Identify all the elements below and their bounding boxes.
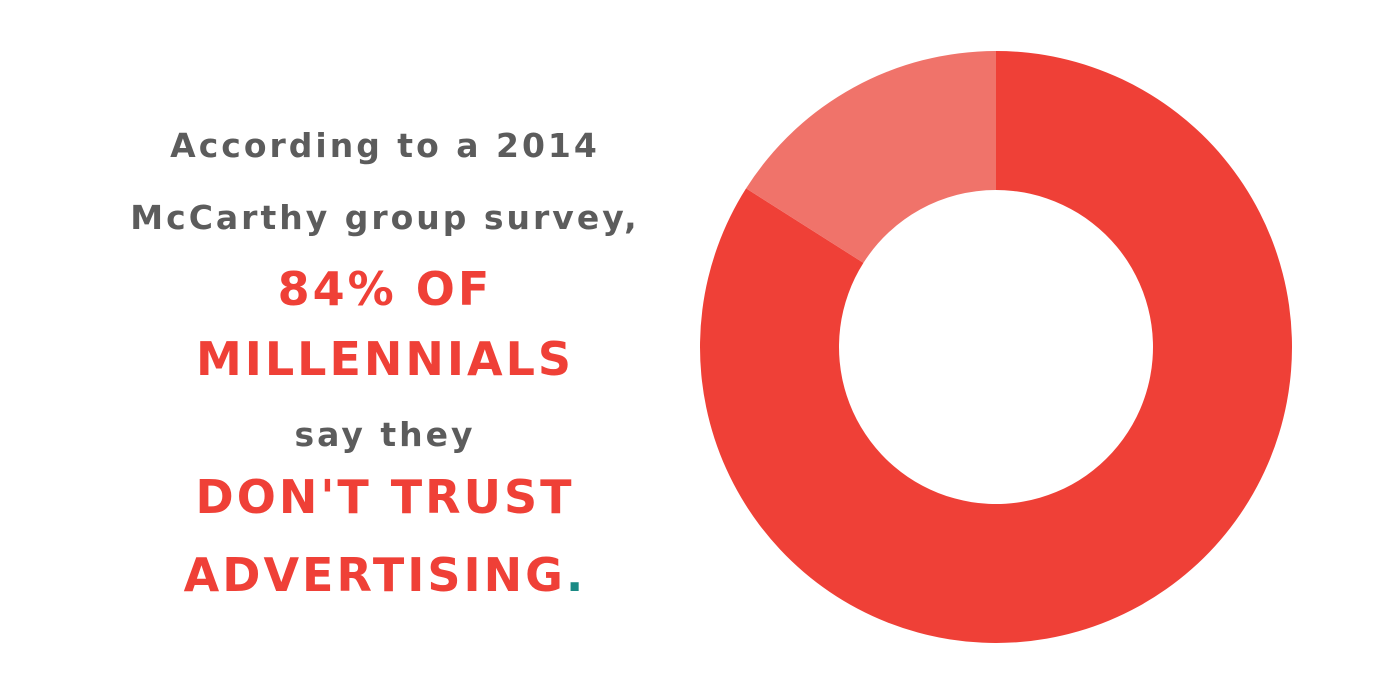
- intro-line-1: According to a 2014: [170, 126, 600, 165]
- finding-word: ADVERTISING: [183, 548, 566, 602]
- intro-line-2: McCarthy group survey,: [130, 198, 640, 237]
- donut-slices: [700, 51, 1292, 643]
- percentage-highlight: 84% OF: [277, 262, 493, 316]
- donut-slice-2: [746, 51, 996, 263]
- subject-highlight: MILLENNIALS: [195, 332, 575, 386]
- connector-line: say they: [294, 415, 476, 454]
- accent-period: .: [565, 548, 587, 602]
- finding-highlight-2: ADVERTISING.: [60, 548, 710, 602]
- finding-highlight-1: DON'T TRUST: [195, 470, 575, 524]
- donut-chart: [700, 51, 1292, 643]
- donut-slice-1: [700, 51, 1292, 643]
